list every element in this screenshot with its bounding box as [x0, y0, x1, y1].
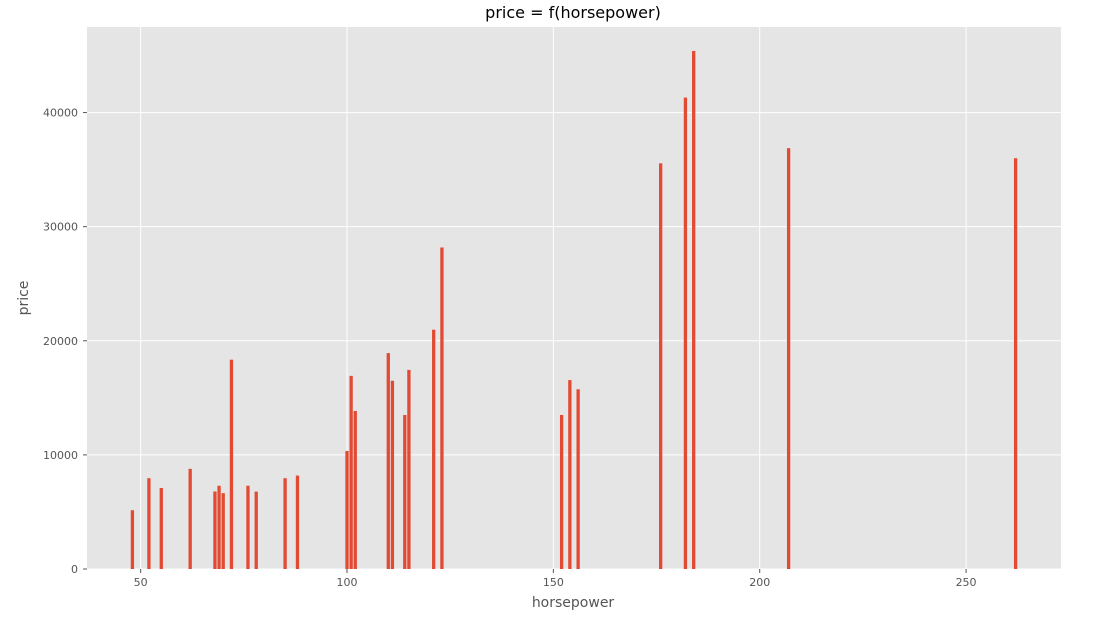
x-axis: 50 100 150 200 250 [134, 569, 977, 589]
bar [213, 491, 217, 569]
bar [576, 389, 580, 569]
bar [568, 380, 572, 569]
bar [353, 411, 357, 569]
y-tick-label: 0 [71, 563, 78, 576]
plot-area [87, 27, 1061, 569]
chart-title: price = f(horsepower) [485, 3, 661, 22]
bar [295, 475, 300, 569]
y-axis-label: price [16, 281, 32, 316]
bar [692, 50, 696, 570]
x-tick-label: 100 [337, 576, 358, 589]
bar [440, 247, 444, 569]
x-tick-label: 50 [134, 576, 148, 589]
y-tick-label: 40000 [43, 107, 78, 120]
y-tick-label: 20000 [43, 335, 78, 348]
x-axis-label: horsepower [532, 595, 615, 611]
bar [786, 148, 791, 569]
y-tick-label: 10000 [43, 449, 78, 462]
bar [221, 493, 225, 569]
bar [254, 491, 258, 569]
bar [403, 414, 407, 569]
bar [283, 478, 287, 569]
bar [659, 163, 663, 570]
bar [229, 359, 234, 569]
bar [1013, 158, 1018, 569]
bar [130, 510, 135, 569]
bar [345, 450, 349, 569]
bar [386, 353, 390, 569]
bar [407, 369, 411, 569]
bar [432, 329, 436, 569]
bar [349, 375, 353, 569]
x-tick-label: 150 [543, 576, 564, 589]
y-tick-label: 30000 [43, 221, 78, 234]
bar [390, 380, 395, 569]
bars [130, 50, 1018, 570]
bar [217, 485, 221, 569]
x-tick-label: 200 [749, 576, 770, 589]
bar [188, 468, 192, 569]
bar [559, 414, 564, 569]
bar [147, 478, 151, 569]
bar [683, 97, 688, 570]
x-tick-label: 250 [956, 576, 977, 589]
bar [159, 487, 163, 569]
bar [246, 485, 250, 569]
y-axis: 0 10000 20000 30000 40000 [43, 107, 87, 576]
